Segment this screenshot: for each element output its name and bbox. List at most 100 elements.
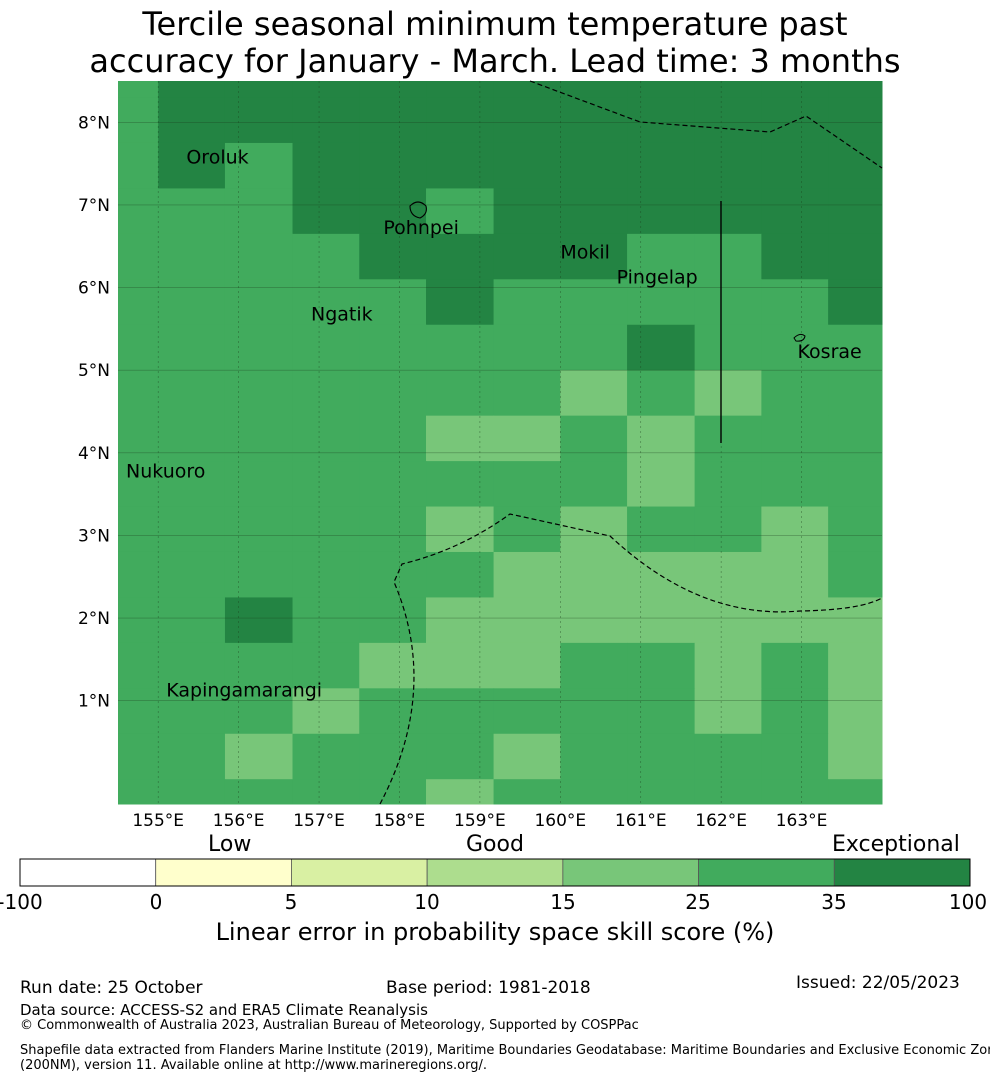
skill-cell — [828, 324, 883, 371]
skill-cell — [694, 97, 762, 144]
colorbar-segment — [19, 858, 157, 887]
latitude-tick-label: 8°N — [78, 113, 110, 133]
skill-cell — [158, 370, 226, 417]
longitude-tick-label: 160°E — [534, 811, 586, 831]
skill-cell — [158, 142, 226, 189]
skill-cell — [359, 642, 427, 689]
skill-cell — [426, 370, 495, 417]
skill-cell — [761, 279, 829, 326]
skill-cell — [359, 324, 427, 371]
skill-cell — [694, 506, 762, 553]
skill-cell — [118, 688, 159, 735]
skill-cell — [694, 597, 762, 644]
skill-cell — [627, 733, 696, 780]
skill-cell — [426, 415, 495, 462]
skill-cell — [627, 279, 696, 326]
skill-cell — [627, 97, 696, 144]
skill-cell — [828, 688, 883, 735]
skill-cell — [493, 370, 561, 417]
skill-cell — [560, 142, 628, 189]
skill-cell — [761, 779, 829, 805]
skill-cell — [828, 506, 883, 553]
skill-cell — [292, 233, 360, 280]
longitude-tick-label: 161°E — [615, 811, 667, 831]
skill-cell — [224, 188, 294, 235]
skill-cell — [560, 688, 628, 735]
skill-cell — [224, 142, 294, 189]
skill-cell — [694, 81, 762, 99]
skill-cell — [359, 233, 427, 280]
skill-cell — [694, 688, 762, 735]
longitude-tick-label: 159°E — [454, 811, 506, 831]
base-period: Base period: 1981-2018 — [386, 978, 591, 998]
skill-cell — [627, 779, 696, 805]
skill-cell — [493, 324, 561, 371]
colorbar-frame — [19, 858, 971, 887]
skill-cell — [118, 188, 159, 235]
skill-cell — [627, 597, 696, 644]
skill-cell — [627, 188, 696, 235]
colorbar-tick: 100 — [948, 890, 988, 914]
skill-cell — [560, 551, 628, 598]
data-source: Data source: ACCESS-S2 and ERA5 Climate … — [20, 1001, 428, 1019]
skill-cell — [359, 81, 427, 99]
skill-cell — [761, 597, 829, 644]
skill-cell — [359, 779, 427, 805]
skill-cell — [118, 370, 159, 417]
skill-cell — [493, 642, 561, 689]
skill-cell — [158, 642, 226, 689]
skill-cell — [359, 97, 427, 144]
skill-cell — [627, 233, 696, 280]
skill-cell — [224, 81, 294, 99]
skill-cell — [694, 642, 762, 689]
skill-cell — [828, 188, 883, 235]
skill-cell — [761, 733, 829, 780]
skill-cell — [292, 733, 360, 780]
skill-cell — [426, 81, 495, 99]
skill-cell — [158, 733, 226, 780]
title-line-1: Tercile seasonal minimum temperature pas… — [142, 5, 848, 43]
skill-cell — [224, 688, 294, 735]
colorbar-segment — [698, 858, 835, 887]
skill-cell — [292, 324, 360, 371]
latitude-tick-label: 7°N — [78, 196, 110, 216]
skill-cell — [694, 733, 762, 780]
colorbar-tick: 10 — [414, 890, 440, 914]
skill-cell — [292, 370, 360, 417]
skill-cell — [359, 415, 427, 462]
skill-cell — [627, 415, 696, 462]
colorbar-segment — [155, 858, 292, 887]
skill-cell — [426, 779, 495, 805]
skill-cell — [493, 506, 561, 553]
skill-cell — [627, 642, 696, 689]
skill-cell — [761, 142, 829, 189]
skill-cell — [426, 324, 495, 371]
colorbar-heading-good: Good — [466, 832, 524, 857]
longitude-tick-label: 157°E — [293, 811, 345, 831]
skill-cell — [761, 370, 829, 417]
skill-cell — [493, 779, 561, 805]
skill-cell — [761, 81, 829, 99]
skill-cell — [694, 779, 762, 805]
skill-cell — [493, 415, 561, 462]
skill-cell — [118, 97, 159, 144]
skill-cell — [761, 324, 829, 371]
skill-cell — [627, 551, 696, 598]
skill-cell — [493, 688, 561, 735]
skill-cell — [493, 551, 561, 598]
skill-cell — [158, 415, 226, 462]
skill-cell — [560, 733, 628, 780]
skill-cell — [694, 415, 762, 462]
latitude-tick-label: 2°N — [78, 609, 110, 629]
skill-cell — [118, 779, 159, 805]
skill-cell — [694, 370, 762, 417]
skill-cell — [828, 461, 883, 508]
skill-cell — [292, 597, 360, 644]
skill-cell — [224, 279, 294, 326]
latitude-tick-label: 1°N — [78, 692, 110, 712]
colorbar-heading-exceptional: Exceptional — [832, 832, 960, 857]
skill-cell — [493, 142, 561, 189]
skill-cell — [158, 81, 226, 99]
skill-cell — [224, 233, 294, 280]
skill-cell — [118, 142, 159, 189]
